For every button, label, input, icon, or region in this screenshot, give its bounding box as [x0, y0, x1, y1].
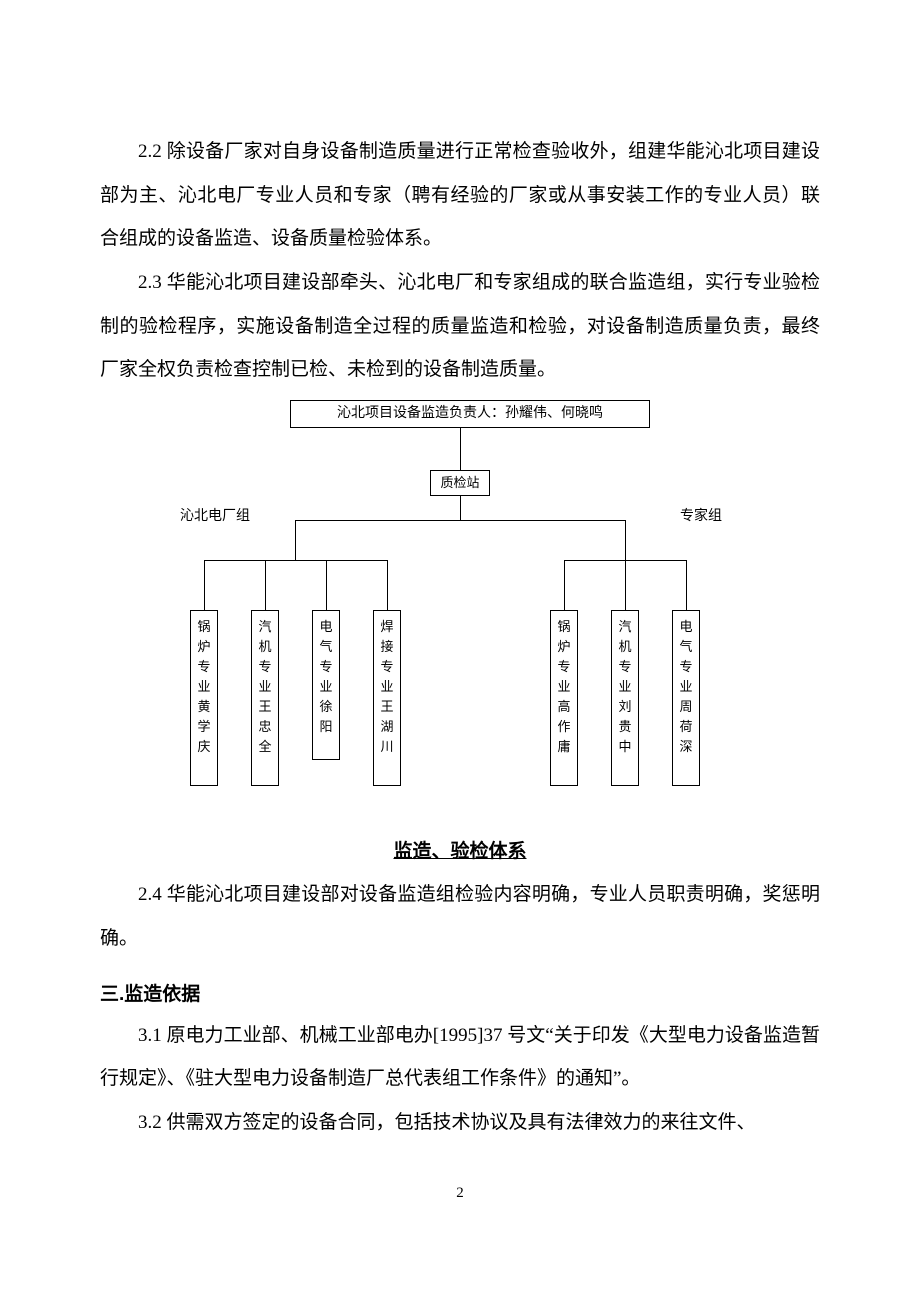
connector-line [564, 560, 565, 610]
leaf-text: 锅炉专业高作庸 [551, 617, 577, 757]
org-chart: 沁北项目设备监造负责人：孙耀伟、何晓鸣 质检站 沁北电厂组 专家组 锅炉专业黄学… [150, 400, 770, 830]
right-group-label: 专家组 [680, 505, 722, 525]
connector-line [625, 560, 626, 610]
leaf-elec-left: 电气专业徐阳 [312, 610, 340, 760]
connector-line [460, 428, 461, 470]
paragraph-3-1: 3.1 原电力工业部、机械工业部电办[1995]37 号文“关于印发《大型电力设… [100, 1014, 820, 1101]
connector-line [295, 520, 296, 560]
leaf-turbine-left: 汽机专业王忠全 [251, 610, 279, 786]
paragraph-3-2: 3.2 供需双方签定的设备合同，包括技术协议及具有法律效力的来往文件、 [100, 1101, 820, 1145]
leaf-weld-left: 焊接专业王湖川 [373, 610, 401, 786]
connector-line [460, 496, 461, 520]
paragraph-2-3: 2.3 华能沁北项目建设部牵头、沁北电厂和专家组成的联合监造组，实行专业验检制的… [100, 261, 820, 392]
leaf-text: 锅炉专业黄学庆 [191, 617, 217, 757]
chart-qc-box: 质检站 [430, 470, 490, 496]
paragraph-2-4: 2.4 华能沁北项目建设部对设备监造组检验内容明确，专业人员职责明确，奖惩明确。 [100, 873, 820, 960]
paragraph-2-2: 2.2 除设备厂家对自身设备制造质量进行正常检查验收外，组建华能沁北项目建设部为… [100, 130, 820, 261]
chart-top-box: 沁北项目设备监造负责人：孙耀伟、何晓鸣 [290, 400, 650, 428]
left-group-label: 沁北电厂组 [180, 505, 250, 525]
leaf-boiler-right: 锅炉专业高作庸 [550, 610, 578, 786]
page-number: 2 [100, 1185, 820, 1202]
connector-line [295, 520, 625, 521]
connector-line [326, 560, 327, 610]
leaf-text: 汽机专业刘贵中 [612, 617, 638, 757]
connector-line [265, 560, 266, 610]
leaf-text: 焊接专业王湖川 [374, 617, 400, 757]
connector-line [204, 560, 387, 561]
leaf-elec-right: 电气专业周荷深 [672, 610, 700, 786]
leaf-text: 汽机专业王忠全 [252, 617, 278, 757]
connector-line [204, 560, 205, 610]
leaf-boiler-left: 锅炉专业黄学庆 [190, 610, 218, 786]
connector-line [387, 560, 388, 610]
connector-line [625, 520, 626, 560]
leaf-text: 电气专业周荷深 [673, 617, 699, 757]
chart-title: 监造、验检体系 [100, 836, 820, 863]
leaf-text: 电气专业徐阳 [313, 617, 339, 737]
document-page: 2.2 除设备厂家对自身设备制造质量进行正常检查验收外，组建华能沁北项目建设部为… [0, 0, 920, 1262]
leaf-turbine-right: 汽机专业刘贵中 [611, 610, 639, 786]
section-3-heading: 三.监造依据 [100, 979, 820, 1006]
connector-line [686, 560, 687, 610]
